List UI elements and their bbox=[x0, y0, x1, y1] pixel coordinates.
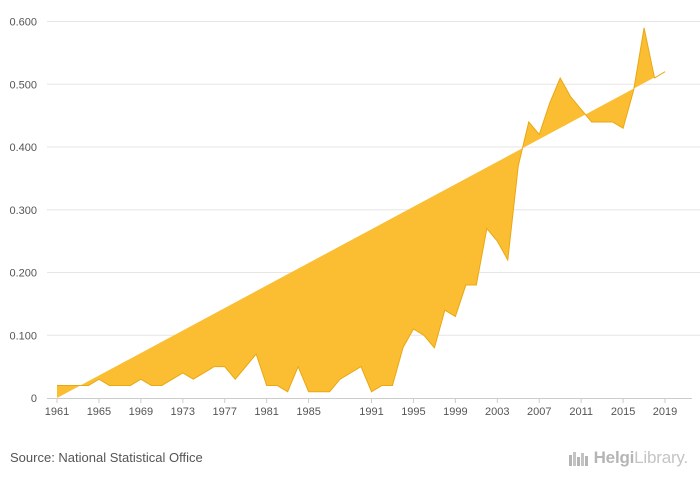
y-tick-label: 0.500 bbox=[9, 79, 37, 91]
x-tick-label: 2019 bbox=[653, 406, 677, 418]
x-tick-label: 1995 bbox=[401, 406, 425, 418]
x-tick-label: 2007 bbox=[527, 406, 551, 418]
x-axis-ticks: 1961 1965 1969 1973 1977 1981 1985 1991 1995 1999… bbox=[45, 398, 677, 418]
x-tick-label: 1961 bbox=[45, 406, 69, 418]
x-tick-label: 2003 bbox=[485, 406, 509, 418]
series-line bbox=[57, 27, 666, 393]
y-tick-label: 0.400 bbox=[9, 142, 37, 154]
y-tick-label: 0.300 bbox=[9, 205, 37, 217]
x-tick-label: 1965 bbox=[87, 406, 111, 418]
x-tick-label: 1999 bbox=[443, 406, 467, 418]
area-series bbox=[57, 27, 666, 398]
series-area-fill bbox=[57, 27, 666, 398]
source-note: Source: National Statistical Office bbox=[10, 450, 203, 465]
x-tick-label: 1981 bbox=[254, 406, 278, 418]
y-axis-ticks: 0 0.100 0.200 0.300 0.400 0.500 0.600 bbox=[9, 17, 37, 405]
brand-helgi: Helgi bbox=[593, 448, 635, 467]
x-tick-label: 1991 bbox=[359, 406, 383, 418]
y-tick-label: 0.100 bbox=[9, 330, 37, 342]
library-books-icon bbox=[568, 452, 588, 466]
brand-library: Library. bbox=[634, 448, 688, 467]
x-tick-label: 1973 bbox=[171, 406, 195, 418]
area-chart: 0 0.100 0.200 0.300 0.400 0.500 0.600 1961 1965… bbox=[9, 17, 700, 418]
helgi-library-logo[interactable]: Helgi Library. bbox=[568, 448, 688, 468]
x-tick-label: 2015 bbox=[611, 406, 635, 418]
y-tick-label: 0 bbox=[31, 393, 37, 405]
x-tick-label: 1985 bbox=[296, 406, 320, 418]
x-tick-label: 2011 bbox=[569, 406, 593, 418]
x-tick-label: 1977 bbox=[212, 406, 236, 418]
x-tick-label: 1969 bbox=[129, 406, 153, 418]
grid-lines bbox=[47, 21, 700, 336]
y-tick-label: 0.200 bbox=[9, 268, 37, 280]
y-tick-label: 0.600 bbox=[9, 17, 37, 29]
